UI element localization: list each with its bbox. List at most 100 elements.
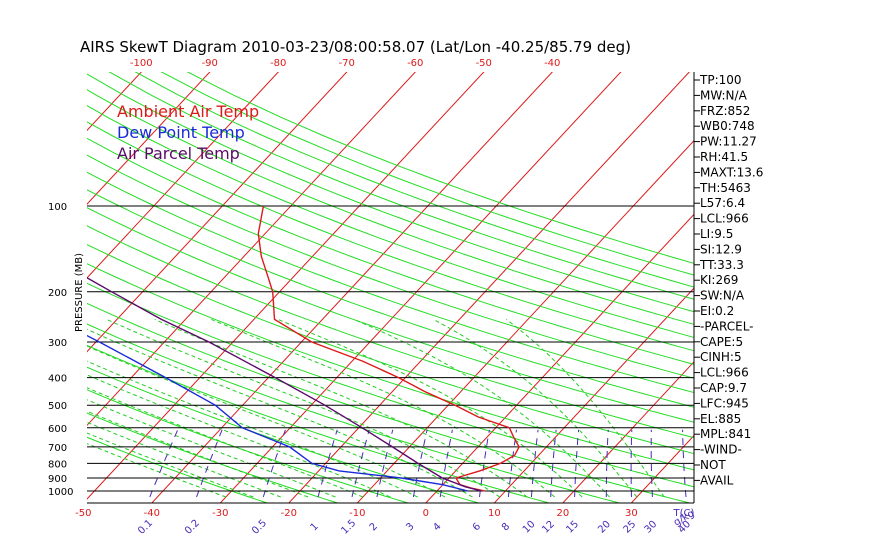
dry-adiabat-line <box>87 389 410 503</box>
mixing-ratio-tick-label: 12 <box>540 519 557 536</box>
index-label: SW:N/A <box>700 289 745 303</box>
dry-adiabat-line <box>87 344 551 503</box>
index-label: WB0:748 <box>700 119 755 133</box>
isotherm-line <box>0 68 76 504</box>
bottom-unit-label: T(C) <box>673 508 695 519</box>
dry-adiabat-line <box>87 302 692 503</box>
top-tick-label: -70 <box>339 58 355 69</box>
mixing-ratio-line <box>574 429 580 498</box>
top-tick-label: -80 <box>270 58 286 69</box>
index-label: EL:885 <box>700 412 741 426</box>
index-label: -PARCEL- <box>700 319 754 333</box>
mixing-ratio-tick-label: 4 <box>431 521 443 533</box>
mixing-ratio-line <box>149 429 179 498</box>
dry-adiabat-line <box>87 154 694 379</box>
mixing-ratio-tick-label: 0.5 <box>250 518 269 537</box>
dry-adiabat-line <box>160 72 694 276</box>
mixing-ratio-line <box>507 429 517 498</box>
mixing-ratio-tick-label: 30 <box>643 519 660 536</box>
top-tick-label: -100 <box>130 58 153 69</box>
index-label: MW:N/A <box>700 88 748 102</box>
top-tick-label: -90 <box>202 58 218 69</box>
index-label: CINH:5 <box>700 350 742 364</box>
dry-adiabat-line <box>87 121 694 352</box>
pressure-tick-label: 300 <box>48 338 67 349</box>
dry-adiabat-line <box>87 189 694 408</box>
mixing-ratio-line <box>376 429 394 498</box>
moist-adiabat-line <box>506 319 665 498</box>
mixing-ratio-line <box>682 429 687 498</box>
isotherm-line <box>87 72 348 353</box>
profile-lines <box>87 205 520 492</box>
top-tick-label: -50 <box>476 58 492 69</box>
bottom-temperature-ticks: -50 -40 -30 -20 -10 0 10 20 30 T(C) <box>75 508 694 519</box>
pressure-tick-label: 900 <box>48 474 67 485</box>
mixing-ratio-tick-label: 1 <box>309 521 321 533</box>
legend-dewpoint: Dew Point Temp <box>117 123 245 142</box>
moist-adiabat-line <box>87 374 391 498</box>
isotherm-line <box>425 213 694 503</box>
top-temperature-ticks: -100 -90 -80 -70 -60 -50 -40 <box>130 58 561 69</box>
moist-adiabat-line <box>87 443 227 498</box>
dry-adiabat-line <box>87 244 694 455</box>
mixing-ratio-tick-label: 2 <box>368 521 380 533</box>
pressure-tick-label: 100 <box>48 202 67 213</box>
mixing-ratio-line <box>351 429 370 498</box>
index-label: TP:100 <box>699 73 742 87</box>
ambient-temp-line <box>257 205 520 492</box>
index-label: CAPE:5 <box>700 335 743 349</box>
index-label: CAP:9.7 <box>700 381 747 395</box>
top-tick-label: -60 <box>407 58 423 69</box>
isobar-lines <box>87 72 695 504</box>
moist-adiabat-line <box>87 360 418 498</box>
index-label: PW:11.27 <box>700 135 757 149</box>
isotherm-line <box>0 68 8 504</box>
isotherm-line <box>219 72 622 503</box>
mixing-ratio-tick-label: 6 <box>471 521 483 533</box>
bottom-tick-label: 0 <box>423 508 429 519</box>
moist-adiabat-line <box>87 387 364 498</box>
index-label: KI:269 <box>700 273 738 287</box>
bottom-tick-label: 10 <box>488 508 501 519</box>
moist-adiabat-line <box>87 328 473 498</box>
index-label: LI:9.5 <box>700 227 733 241</box>
dry-adiabat-line <box>87 73 694 313</box>
mixing-ratio-line <box>439 429 453 498</box>
mixing-ratio-line <box>605 429 609 497</box>
mixing-ratio-tick-label: 0.2 <box>183 518 202 537</box>
index-label: NOT <box>700 458 726 472</box>
index-label: MAXT:13.6 <box>700 165 763 179</box>
mixing-ratio-line <box>630 429 633 498</box>
pressure-tick-label: 800 <box>48 459 67 470</box>
mixing-ratio-tick-label: 15 <box>564 519 581 536</box>
dry-adiabat-line <box>87 366 481 503</box>
index-label: -WIND- <box>700 443 742 457</box>
isotherm-line <box>767 68 870 504</box>
dry-adiabat-line <box>87 323 622 503</box>
mixing-ratio-tick-label: 8 <box>500 521 512 533</box>
dry-adiabat-line <box>87 282 694 488</box>
bottom-tick-label: -40 <box>144 508 160 519</box>
moist-adiabat-line <box>106 318 501 498</box>
mixing-ratio-line <box>650 429 653 498</box>
pressure-tick-label: 1000 <box>48 487 73 498</box>
pressure-tick-label: 600 <box>48 424 67 435</box>
bottom-tick-label: -20 <box>281 508 297 519</box>
index-label: FRZ:852 <box>700 104 750 118</box>
mixing-ratio-line <box>196 429 223 498</box>
moist-adiabat-line <box>211 318 556 498</box>
legend-ambient: Ambient Air Temp <box>117 102 259 121</box>
moist-adiabat-line <box>353 318 610 498</box>
chart-title: AIRS SkewT Diagram 2010-03-23/08:00:58.0… <box>80 38 631 56</box>
mixing-ratio-tick-label: 1.5 <box>339 518 358 537</box>
moist-adiabat-line <box>87 399 336 498</box>
pressure-tick-label: 400 <box>48 374 67 385</box>
pressure-tick-label: 500 <box>48 401 67 412</box>
dry-adiabat-line <box>87 137 694 365</box>
index-label: MPL:841 <box>700 427 751 441</box>
dry-adiabat-line <box>87 89 694 325</box>
isotherm-line <box>151 72 553 503</box>
dry-adiabat-line <box>87 207 694 423</box>
